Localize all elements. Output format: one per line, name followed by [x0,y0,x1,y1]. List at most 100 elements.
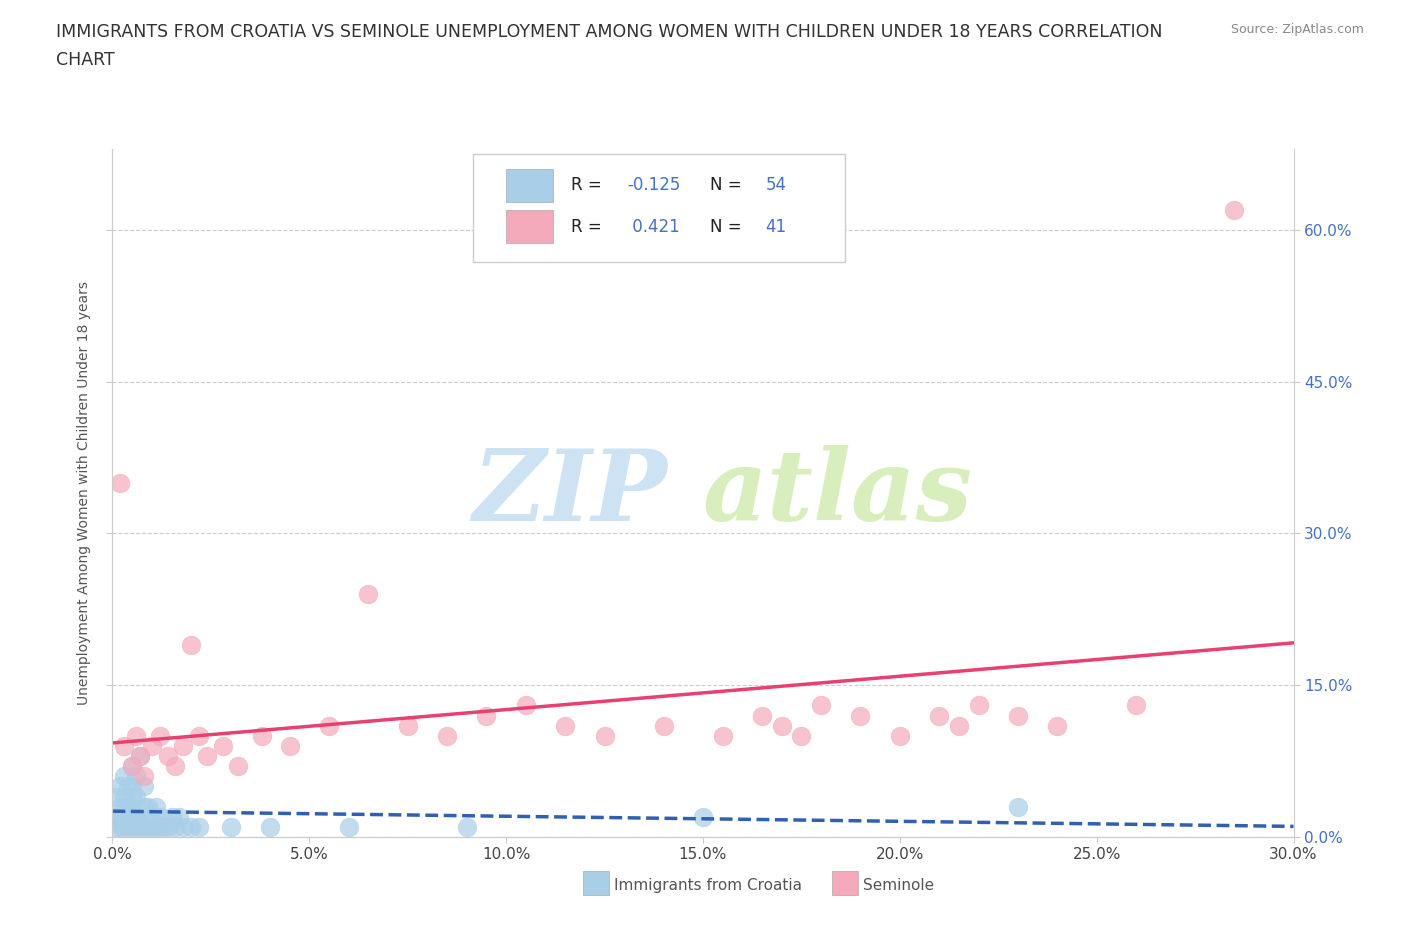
Point [967,698,990,713]
Point [188,819,211,834]
Text: 41: 41 [766,218,787,235]
Point [121,799,143,814]
Text: CHART: CHART [56,51,115,69]
Point [129,819,152,834]
Point [692,809,714,824]
Point [180,637,202,652]
Point [121,759,143,774]
Text: ZIP: ZIP [472,445,668,541]
Point [132,779,155,794]
Point [1223,202,1246,217]
Point [112,799,135,814]
Point [456,819,478,834]
Point [145,819,167,834]
Point [165,759,187,774]
Point [436,728,458,743]
Point [121,819,143,834]
Point [105,819,128,834]
Point [125,789,148,804]
Point [132,799,155,814]
Point [121,759,143,774]
Point [132,819,155,834]
Point [172,819,194,834]
Point [228,759,250,774]
Point [110,799,132,814]
Bar [506,168,553,202]
Point [152,819,174,834]
Text: 54: 54 [766,177,786,194]
Point [121,789,143,804]
Text: Seminole: Seminole [863,878,935,893]
Point [259,819,281,834]
Point [1007,708,1029,723]
Point [149,809,172,824]
Point [110,809,132,824]
Point [554,718,576,733]
Text: N =: N = [710,177,747,194]
Point [117,799,139,814]
Point [129,809,152,824]
Point [117,819,139,834]
Point [141,819,163,834]
Point [180,819,202,834]
Point [149,819,172,834]
Text: 0.421: 0.421 [627,218,681,235]
Point [948,718,970,733]
Point [110,475,132,490]
Point [515,698,537,713]
Text: N =: N = [710,218,747,235]
Point [1046,718,1069,733]
Text: R =: R = [571,218,607,235]
Point [145,799,167,814]
Point [219,819,242,834]
Point [136,819,159,834]
Point [125,819,148,834]
Point [165,819,187,834]
Point [129,749,152,764]
Point [160,809,183,824]
Point [117,779,139,794]
Point [790,728,813,743]
Text: IMMIGRANTS FROM CROATIA VS SEMINOLE UNEMPLOYMENT AMONG WOMEN WITH CHILDREN UNDER: IMMIGRANTS FROM CROATIA VS SEMINOLE UNEM… [56,23,1163,41]
Point [188,728,211,743]
Point [125,809,148,824]
Point [711,728,734,743]
Point [169,809,191,824]
Y-axis label: Unemployment Among Women with Children Under 18 years: Unemployment Among Women with Children U… [77,281,91,705]
Point [125,728,148,743]
Point [172,738,194,753]
Point [318,718,340,733]
Point [110,779,132,794]
FancyBboxPatch shape [472,153,845,262]
Point [849,708,872,723]
Point [357,587,380,602]
Point [112,809,135,824]
Point [770,718,793,733]
Point [141,809,163,824]
Point [112,819,135,834]
Point [105,789,128,804]
Text: -0.125: -0.125 [627,177,681,194]
Point [121,809,143,824]
Point [928,708,950,723]
Point [136,799,159,814]
Bar [506,210,553,243]
Point [593,728,616,743]
Point [195,749,218,764]
Point [132,769,155,784]
Point [156,819,179,834]
Point [278,738,301,753]
Point [396,718,419,733]
Point [475,708,498,723]
Point [1007,799,1029,814]
Point [652,718,675,733]
Point [112,769,135,784]
Point [211,738,233,753]
Point [117,809,139,824]
Point [129,749,152,764]
Point [1125,698,1147,713]
Text: Source: ZipAtlas.com: Source: ZipAtlas.com [1230,23,1364,36]
Point [250,728,273,743]
Text: Immigrants from Croatia: Immigrants from Croatia [614,878,803,893]
Point [149,728,172,743]
